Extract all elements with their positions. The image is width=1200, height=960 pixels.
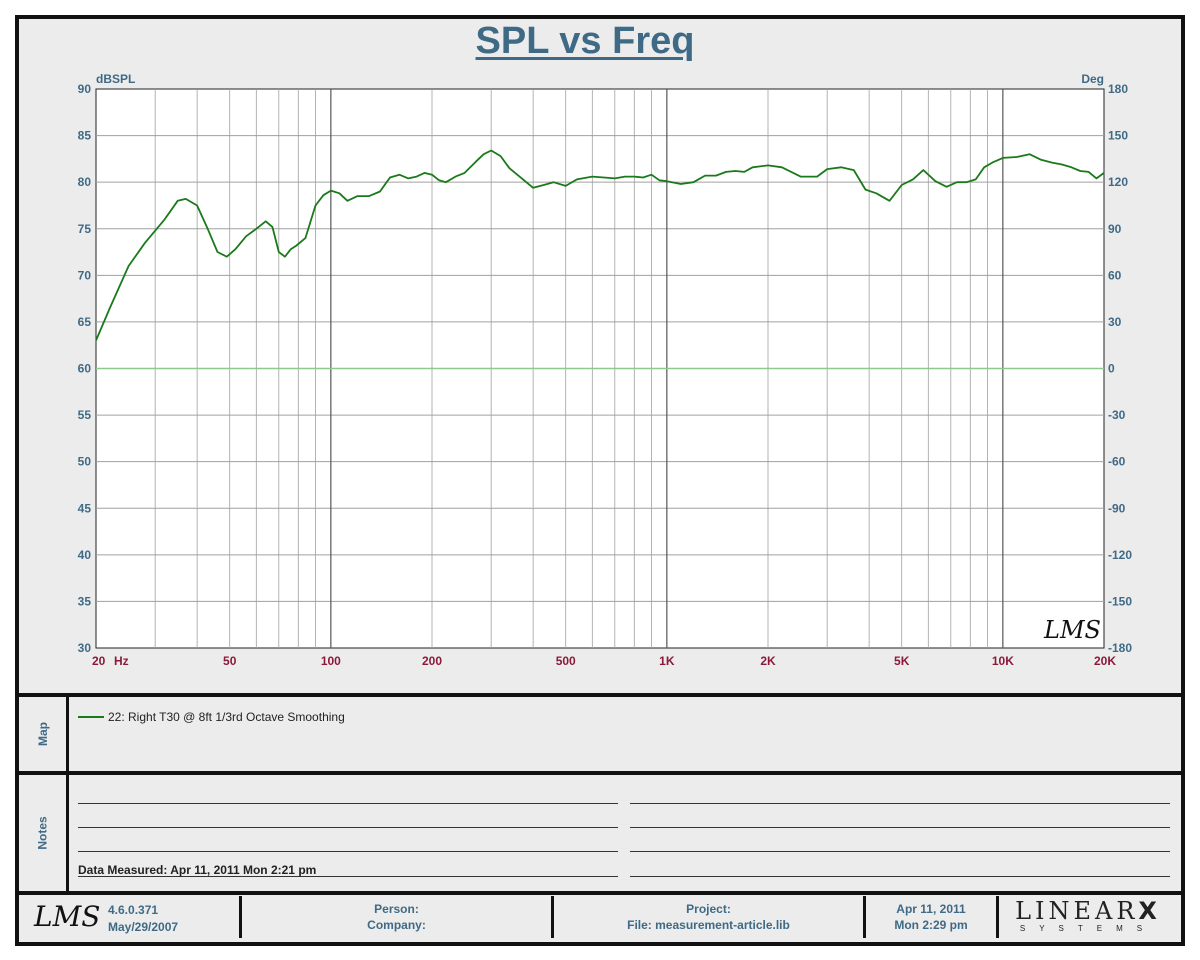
person-label: Person: <box>374 902 419 916</box>
y-tick-labels: 90 85 80 75 70 65 60 55 50 45 40 35 30 <box>78 82 92 655</box>
y-tick-label: 75 <box>78 222 92 236</box>
footer-date: Apr 11, 2011 <box>896 902 966 916</box>
divider-footer-top <box>15 891 1185 895</box>
y2-tick-label: 90 <box>1108 222 1122 236</box>
page-title: SPL vs Freq <box>475 20 695 62</box>
y2-tick-label: 180 <box>1108 82 1128 96</box>
x-tick-label: 2K <box>760 654 776 668</box>
note-line <box>630 851 1170 852</box>
file-label: File: measurement-article.lib <box>627 918 790 932</box>
map-panel-label: Map <box>20 697 69 771</box>
y2-tick-label: 30 <box>1108 315 1122 329</box>
y2-axis-label: Deg <box>1081 72 1104 86</box>
y-tick-label: 50 <box>78 455 92 469</box>
y2-tick-label: -90 <box>1108 501 1126 515</box>
lms-logo: LMS <box>34 900 101 933</box>
y-tick-label: 30 <box>78 641 92 655</box>
spl-chart: 90 85 80 75 70 65 60 55 50 45 40 35 30 180 150 120 90 60… <box>78 72 1133 668</box>
footer-time: Mon 2:29 pm <box>894 918 968 932</box>
brand-sub: SYSTEMS <box>1019 924 1157 933</box>
x-unit-label: Hz <box>114 654 129 668</box>
x-tick-label: 100 <box>321 654 341 668</box>
version-info: 4.6.0.371 May/29/2007 <box>108 902 178 936</box>
y-tick-label: 65 <box>78 315 92 329</box>
footer-person-cell: Person: Company: <box>242 896 554 938</box>
x-tick-label: 200 <box>422 654 442 668</box>
note-line <box>630 803 1170 804</box>
note-line <box>630 827 1170 828</box>
y2-tick-label: 60 <box>1108 268 1122 282</box>
y-tick-label: 80 <box>78 175 92 189</box>
x-tick-label: 1K <box>659 654 675 668</box>
linearx-logo: LINEARX SYSTEMS <box>1002 898 1174 934</box>
company-label: Company: <box>367 918 426 932</box>
footer-project-cell: Project: File: measurement-article.lib <box>554 896 866 938</box>
y2-tick-label: -180 <box>1108 641 1132 655</box>
version-date: May/29/2007 <box>108 920 179 934</box>
y-tick-label: 45 <box>78 501 92 515</box>
notes-label-text: Notes <box>36 816 50 850</box>
x-tick-label: 5K <box>894 654 910 668</box>
y2-tick-label: 150 <box>1108 129 1128 143</box>
y-axis-label: dBSPL <box>96 72 135 86</box>
series-group <box>95 149 1105 341</box>
notes-panel-label: Notes <box>20 775 69 891</box>
x-tick-label: 20K <box>1094 654 1116 668</box>
y2-tick-label: 0 <box>1108 362 1115 376</box>
note-line <box>78 827 618 828</box>
brand-main: LINEAR <box>1015 897 1139 925</box>
y2-tick-labels: 180 150 120 90 60 30 0 -30 -60 -90 -120 -150 -180 <box>1108 82 1132 655</box>
legend-swatch <box>78 716 104 718</box>
map-label-text: Map <box>36 722 50 746</box>
footer-date-cell: Apr 11, 2011 Mon 2:29 pm <box>866 896 999 938</box>
x-tick-label: 10K <box>992 654 1014 668</box>
brand-x: X <box>1138 897 1161 925</box>
x-tick-label: 20 <box>92 654 106 668</box>
y-tick-label: 55 <box>78 408 92 422</box>
y2-tick-label: -30 <box>1108 408 1126 422</box>
lms-watermark: LMS <box>1043 616 1101 644</box>
legend: 22: Right T30 @ 8ft 1/3rd Octave Smoothi… <box>78 710 345 724</box>
y-tick-label: 70 <box>78 268 92 282</box>
divider-map-top <box>15 693 1185 697</box>
y2-tick-label: -150 <box>1108 594 1132 608</box>
note-line <box>78 803 618 804</box>
x-tick-labels: 20 50 100 200 500 1K 2K 5K 10K 20K <box>92 654 1116 668</box>
y-tick-label: 35 <box>78 594 92 608</box>
legend-entry: 22: Right T30 @ 8ft 1/3rd Octave Smoothi… <box>108 710 345 724</box>
project-label: Project: <box>686 902 731 916</box>
note-line <box>630 876 1170 877</box>
series-line <box>95 149 1105 341</box>
x-tick-label: 50 <box>223 654 237 668</box>
divider-notes-top <box>15 771 1185 775</box>
version-number: 4.6.0.371 <box>108 903 159 917</box>
x-tick-label: 500 <box>556 654 576 668</box>
y-tick-label: 90 <box>78 82 92 96</box>
y2-tick-label: -60 <box>1108 455 1126 469</box>
y-tick-label: 60 <box>78 362 92 376</box>
y2-tick-label: -120 <box>1108 548 1132 562</box>
y2-tick-label: 120 <box>1108 175 1128 189</box>
note-line <box>78 876 618 877</box>
y-tick-label: 40 <box>78 548 92 562</box>
note-line <box>78 851 618 852</box>
y-tick-label: 85 <box>78 129 92 143</box>
data-measured: Data Measured: Apr 11, 2011 Mon 2:21 pm <box>78 863 317 877</box>
footer-version-cell <box>20 896 242 938</box>
